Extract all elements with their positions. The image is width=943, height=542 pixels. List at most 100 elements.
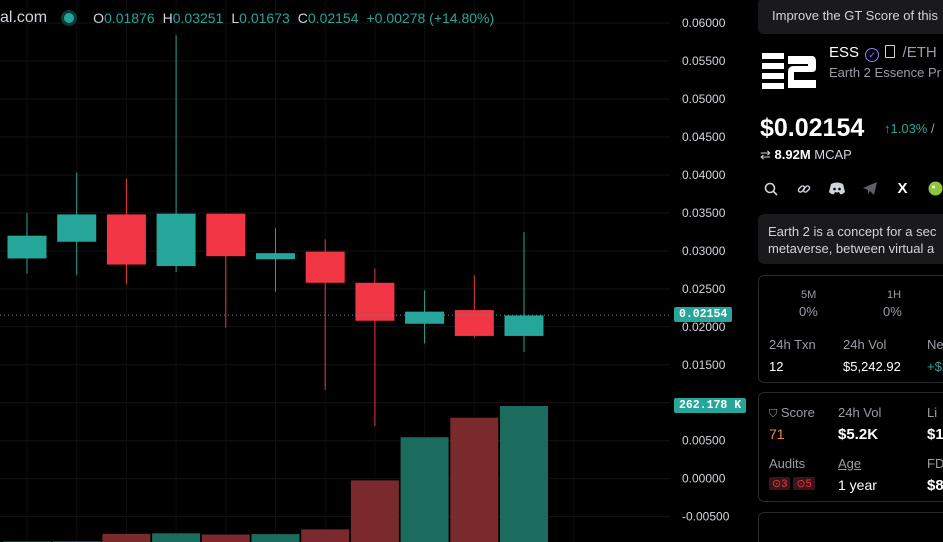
candlestick-chart[interactable]: 0.06000 0.05500 0.05000 0.04500 0.04000 0.035… (0, 0, 748, 542)
link-icon[interactable] (795, 180, 812, 197)
swap-icon: ⇄ (760, 147, 771, 162)
y-tick-label: 0.00500 (682, 434, 726, 448)
volume-bar (400, 437, 449, 542)
candle-body (206, 213, 246, 257)
market-cap: ⇄ 8.92M MCAP (760, 147, 852, 163)
gt-score-banner[interactable]: Improve the GT Score of this (758, 0, 943, 34)
token-name: Earth 2 Essence Pr (829, 65, 941, 80)
candle-body (256, 253, 295, 260)
change-value: +0.00278 (+14.80%) (366, 10, 495, 26)
net-buy-label: Net B (927, 337, 943, 352)
volume-bar (350, 480, 399, 542)
y-tick-label: 0.02500 (682, 282, 726, 296)
candle-body (156, 213, 196, 267)
token-symbol: ESS ✓ /ETH (829, 44, 937, 62)
last-price-tag: 0.02154 (674, 307, 733, 323)
liquidity-value: $1 (927, 426, 943, 443)
score-label: ⛉ Score (769, 405, 815, 421)
telegram-icon[interactable] (861, 180, 878, 197)
volume-bar (251, 534, 300, 542)
volume-bar (102, 533, 151, 542)
candle-body (355, 282, 395, 321)
y-tick-label: 0.04000 (682, 168, 726, 182)
score-value: 71 (769, 426, 785, 442)
copy-icon[interactable] (885, 45, 896, 58)
net-buy-value: +$27 (927, 359, 943, 374)
audit-badges: ⊙3 ⊙5 (769, 475, 818, 490)
interval-1h-value: 0% (883, 304, 902, 319)
stats-card: 5M 0% 1H 0% 24h Txn 12 24h Vol $5,242.92… (758, 275, 943, 383)
txn-value: 12 (769, 359, 784, 374)
fdv-label: FD (927, 456, 943, 471)
audit-warning-badge-1: ⊙3 (769, 477, 791, 490)
volume-max-tag: 262.178 K (674, 398, 747, 413)
site-name: al.com (0, 9, 48, 26)
age-label[interactable]: Age (838, 456, 862, 471)
volume-bar (152, 533, 201, 542)
social-links: X (762, 180, 943, 197)
pair-text: /ETH (902, 44, 937, 61)
token-description: Earth 2 is a concept for a sec metaverse… (758, 214, 943, 264)
live-status-icon (61, 10, 78, 26)
stats-vol-value: $5,242.92 (843, 359, 901, 374)
volume-bar (201, 534, 250, 542)
price-change-value: ↑1.03% (884, 121, 928, 136)
y-tick-label: 0.03500 (682, 206, 726, 220)
y-tick-label: -0.00500 (682, 510, 730, 524)
y-tick-label: 0.05000 (682, 92, 726, 106)
fdv-value: $8 (927, 477, 943, 494)
candle-body (504, 315, 544, 336)
y-tick-label: 0.02000 (682, 320, 726, 334)
volume-bar (450, 417, 499, 542)
interval-1h-label: 1H (887, 289, 902, 301)
liquidity-label: Li (927, 405, 938, 420)
shield-icon: ⛉ (769, 408, 778, 420)
candle-body (7, 235, 47, 259)
y-tick-label: 0.04500 (682, 130, 726, 144)
audits-label: Audits (769, 456, 806, 471)
price-chart[interactable]: 0.06000 0.05500 0.05000 0.04500 0.04000 0.035… (0, 0, 748, 542)
interval-5m-label: 5M (801, 289, 817, 301)
x-twitter-icon[interactable]: X (897, 180, 908, 197)
stats-vol-label: 24h Vol (843, 337, 887, 352)
volume-bar (500, 406, 548, 542)
symbol-text: ESS (829, 44, 860, 61)
candle-body (454, 310, 494, 336)
candle-body (57, 214, 97, 242)
description-line-1: Earth 2 is a concept for a sec (768, 224, 937, 239)
candle-body (305, 251, 345, 283)
search-icon[interactable] (762, 180, 779, 197)
age-value: 1 year (838, 477, 877, 493)
price-change-separator: / (931, 121, 935, 136)
price-change: ↑1.03% / (884, 121, 935, 136)
ohlc-legend: al.com O 0.01876 H 0.03251 L 0.01673 C 0.021… (0, 8, 494, 28)
token-logo-icon (762, 53, 816, 89)
coin-icon[interactable] (927, 180, 943, 197)
open-key: O (93, 10, 105, 26)
y-tick-label: 0.01500 (682, 358, 726, 372)
audit-warning-count-2: 5 (805, 478, 812, 490)
token-price: $0.02154 (760, 114, 865, 142)
score-vol-label: 24h Vol (838, 405, 882, 420)
discord-icon[interactable] (828, 180, 845, 197)
mcap-label: MCAP (814, 147, 852, 162)
candle-body (106, 214, 146, 265)
high-value: 0.03251 (172, 10, 224, 26)
audit-warning-badge-2: ⊙5 (793, 477, 815, 490)
open-value: 0.01876 (104, 10, 155, 26)
candle-body (405, 311, 445, 324)
low-key: L (231, 10, 240, 26)
high-key: H (162, 10, 173, 26)
mcap-value: 8.92M (774, 147, 811, 162)
low-value: 0.01673 (239, 10, 290, 26)
volume-bar (301, 529, 350, 542)
audit-warning-count-1: 3 (781, 478, 788, 490)
token-info-panel: Improve the GT Score of this ESS ✓ /ETH … (748, 0, 943, 542)
score-label-text: Score (780, 405, 815, 420)
verified-icon: ✓ (865, 48, 880, 62)
y-tick-label: 0.05500 (682, 54, 726, 68)
y-tick-label: 0.00000 (682, 472, 726, 486)
description-line-2: metaverse, between virtual a (768, 241, 935, 256)
close-key: C (297, 10, 308, 26)
score-card: ⛉ Score 71 24h Vol $5.2K Li $1 Audits ⊙3… (758, 392, 943, 502)
